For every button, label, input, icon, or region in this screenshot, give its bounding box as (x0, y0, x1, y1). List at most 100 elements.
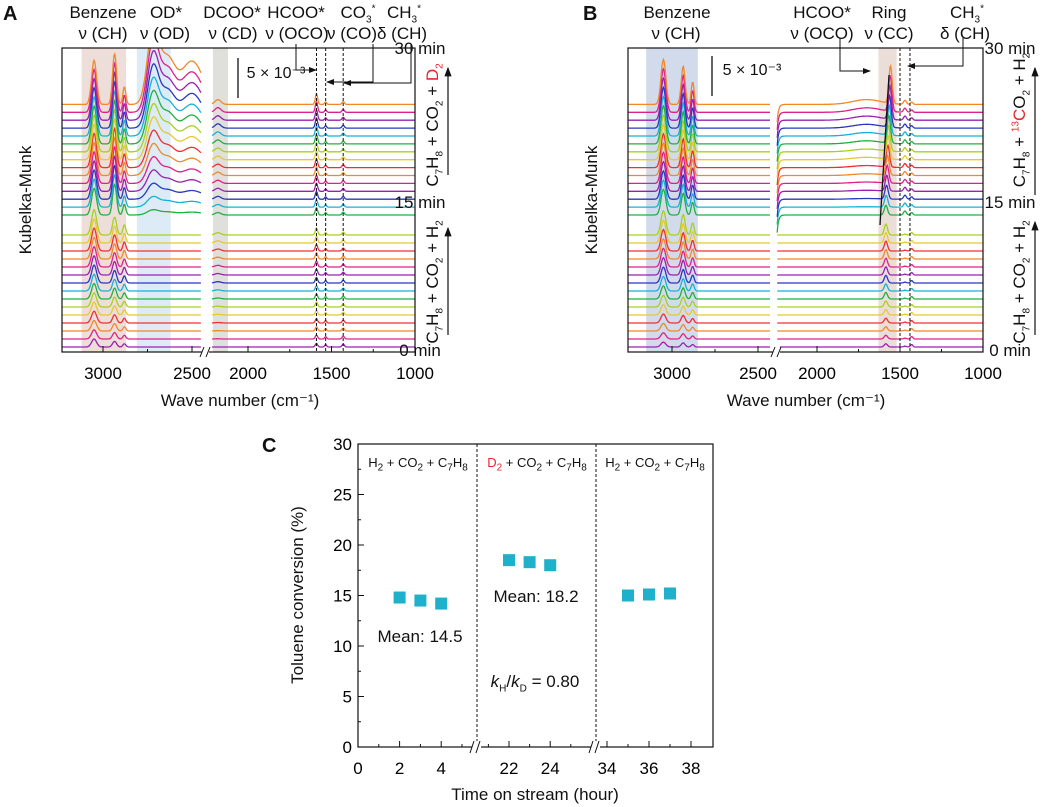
panel-a-letter: A (3, 3, 18, 25)
panel-c-data-point-2 (435, 597, 448, 610)
panel-c-data-point-8 (664, 587, 676, 600)
panel-b-header-0: Benzene (643, 3, 711, 22)
panel-a-co3-arrow (326, 44, 374, 85)
panel-b-mode-1: ν (OCO) (790, 24, 854, 43)
panel-b-mode-3: δ (CH) (939, 24, 991, 43)
panel-a-time-30: 30 min (394, 39, 446, 58)
panel-b-trace-21 (628, 132, 983, 186)
panel-b-trace-26 (628, 85, 983, 146)
panel-c-mean-1: Mean: 14.5 (377, 627, 463, 646)
panel-b-axis-break-icon (770, 346, 782, 358)
panel-b-gas-upper: C7H8 + 13CO2 + H2 (1010, 52, 1033, 188)
panel-b-trace-5 (628, 294, 983, 308)
panel-c-xtick-label-6: 36 (640, 759, 659, 778)
panel-b-xtick-label-4: 1000 (964, 364, 1002, 383)
panel-a-trace-3 (62, 310, 415, 324)
panel-c-ytick-label-1: 5 (343, 688, 352, 707)
panel-b-trace-10 (628, 247, 983, 268)
panel-b-axis-break-gap (773, 346, 780, 358)
panel-b-scale-bar-label: 5 × 10⁻³ (722, 62, 782, 79)
panel-a-trace-27 (62, 49, 415, 121)
panel-a-ch3-arrow (343, 44, 412, 86)
panel-b-mode-0: ν (CH) (651, 24, 701, 43)
panel-a-xtick-label-0: 3000 (84, 364, 122, 383)
panel-a-trace-10 (62, 245, 415, 268)
panel-c-ytick-label-2: 10 (333, 637, 352, 656)
panel-b-trace-23 (628, 113, 983, 170)
panel-a-header-5: CH3* (386, 3, 422, 26)
panel-b-trace-28 (628, 67, 983, 130)
panel-c-condition-1: H2 + CO2 + C7H8 (368, 455, 468, 474)
panel-c-ytick-label-6: 30 (333, 435, 352, 454)
panel-a-trace-5 (62, 291, 415, 308)
panel-b-header-3: CH3* (949, 3, 985, 26)
panel-a-trace-17 (62, 164, 415, 200)
panel-b-mode-2: ν (CC) (864, 24, 914, 43)
panel-b-trace-22 (628, 123, 983, 178)
panel-a-trace-6 (62, 282, 415, 300)
panel-b-trace-9 (628, 256, 983, 276)
panel-a-trace-20 (62, 136, 415, 177)
panel-a-mode-4: ν (CO) (326, 24, 378, 43)
panel-a-trace-7 (62, 273, 415, 292)
panel-b-header-1: HCOO* (793, 3, 851, 22)
panel-a-trace-19 (62, 145, 415, 185)
panel-c-ytick-label-4: 20 (333, 536, 352, 555)
panel-a-trace-1 (62, 329, 415, 340)
panel-b-trace-3 (628, 313, 983, 324)
panel-a-trace-28 (62, 48, 415, 113)
panel-a-header-1: OD* (149, 3, 183, 22)
panel-b-trace-19 (628, 151, 983, 202)
panel-b-trace-17 (628, 169, 983, 217)
panel-a-gas-upper: C7H8 + CO2 + D2 (423, 63, 446, 187)
panel-a-trace-23 (62, 102, 415, 153)
panel-a-axis-break-icon (199, 346, 211, 358)
panel-a-header-4: CO3* (340, 3, 376, 26)
panel-c-ytick-label-5: 25 (333, 486, 352, 505)
panel-c-xtick-label-0: 0 (353, 759, 362, 778)
panel-a-trace-8 (62, 264, 415, 284)
panel-c-data-point-4 (523, 556, 536, 569)
panel-a-trace-15 (62, 183, 415, 216)
panel-b-frame (627, 47, 984, 353)
panel-b-ylabel: Kubelka-Munk (582, 145, 601, 255)
panel-a-traces (62, 48, 415, 348)
panel-c-kie: kH/kD = 0.80 (490, 672, 580, 695)
panel-b-xlabel: Wave number (cm⁻¹) (726, 391, 886, 410)
panel-b-ring-shift-line (879, 74, 890, 226)
panel-a-trace-18 (62, 154, 415, 192)
panel-b-gas-lower: C7H8 + CO2 + H2 (1010, 220, 1033, 344)
panel-c-letter: C (262, 435, 277, 457)
panel-b-band-0 (646, 48, 698, 352)
panel-a-header-0: Benzene (69, 3, 137, 22)
panel-b-time-30: 30 min (984, 39, 1036, 58)
panel-a-trace-16 (62, 173, 415, 208)
panel-b-xtick-label-3: 1500 (881, 364, 919, 383)
panel-c-axis-break-icon-1 (588, 740, 600, 754)
panel-b-trace-27 (628, 76, 983, 138)
panel-b-trace-12 (628, 228, 983, 252)
panel-c-data-point-0 (393, 591, 406, 604)
panel-c-data-point-3 (503, 554, 515, 567)
panel-b-ch3-arrow (907, 38, 964, 69)
panel-a-mode-2: ν (CD) (208, 24, 258, 43)
panel-b-header-2: Ring (871, 3, 907, 22)
panel-a-trace-22 (62, 116, 415, 161)
panel-b-letter: B (583, 3, 598, 25)
panel-c-xtick-label-3: 22 (500, 759, 519, 778)
panel-a-xtick-label-4: 1000 (396, 364, 434, 383)
panel-a-trace-4 (62, 301, 415, 316)
panel-a-header-2: DCOO* (203, 3, 261, 22)
panel-a-trace-13 (62, 217, 415, 244)
panel-b-trace-1 (628, 332, 983, 340)
panel-a-trace-26 (62, 63, 415, 129)
panel-c-xtick-label-1: 2 (395, 759, 404, 778)
panel-b-trace-11 (628, 238, 983, 260)
panel-c-xlabel: Time on stream (hour) (451, 785, 619, 804)
panel-a-trace-14 (62, 208, 415, 236)
panel-c-ytick-label-3: 15 (333, 587, 352, 606)
panel-b-trace-14 (628, 209, 983, 236)
panel-a-xtick-label-3: 1500 (313, 364, 351, 383)
panel-c-axis-break-icon-0 (469, 740, 481, 754)
